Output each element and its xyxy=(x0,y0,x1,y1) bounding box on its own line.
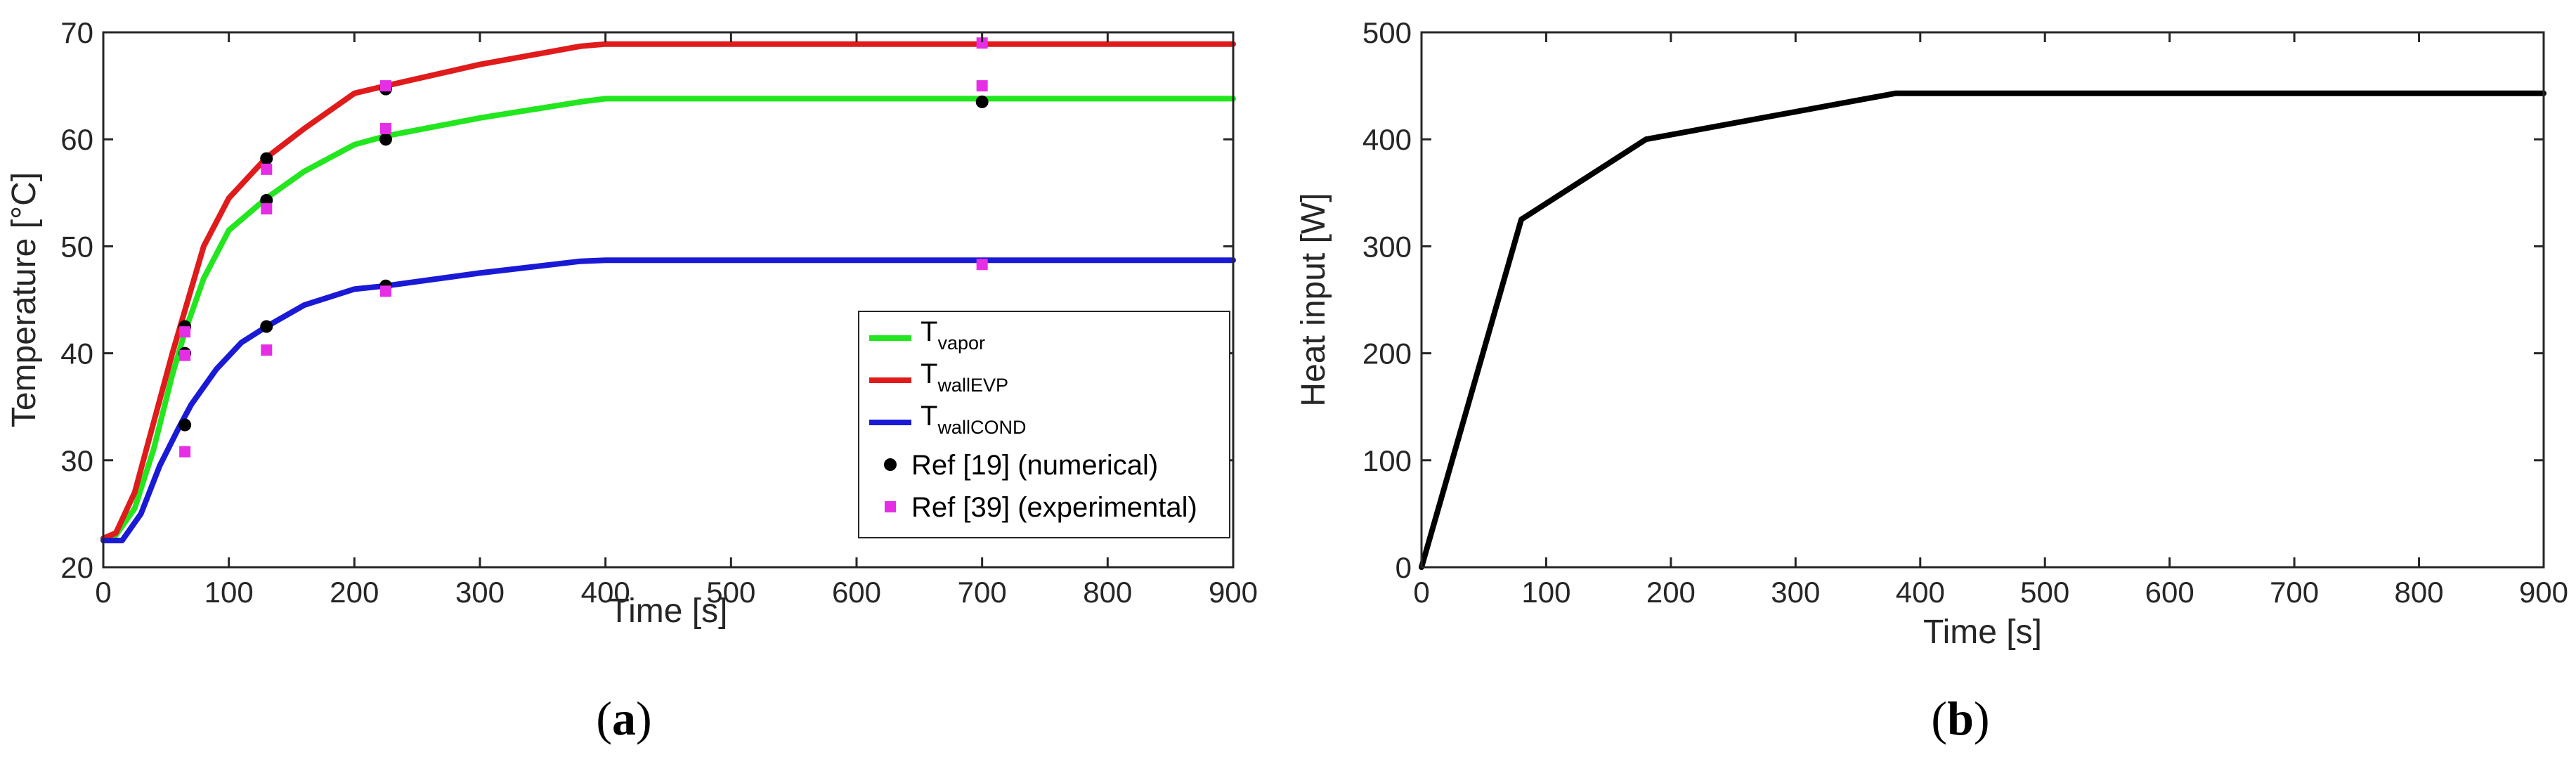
heat-input-y-tick-label: 300 xyxy=(1362,230,1412,263)
temperature-x-tick-label: 0 xyxy=(95,576,111,609)
panel-a-caption-open: ( xyxy=(596,692,612,745)
legend-entry-subscript: wallEVP xyxy=(937,375,1008,396)
panel-b-caption-close: ) xyxy=(1974,692,1990,745)
temperature-series-line-wallEVP xyxy=(100,41,1236,541)
heat-input-x-tick-label: 300 xyxy=(1771,576,1820,609)
temperature-x-tick-label: 900 xyxy=(1209,576,1258,609)
temperature-axes-frame xyxy=(102,31,1235,569)
ref39-experimental-point xyxy=(380,122,391,134)
panel-a-caption: (a) xyxy=(596,692,651,745)
heat-input-axes-frame xyxy=(1420,31,2545,569)
temperature-x-tick-label: 500 xyxy=(706,576,755,609)
ref39-experimental-point xyxy=(179,326,191,338)
legend-entry-main: T xyxy=(921,316,937,347)
panel-b-caption: (b) xyxy=(1931,692,1989,745)
heat-input-y-tick-label: 400 xyxy=(1362,123,1412,156)
legend-entry-subscript: vapor xyxy=(937,332,985,354)
heat-input-x-tick-label: 700 xyxy=(2270,576,2319,609)
heat-input-x-tick-label: 100 xyxy=(1521,576,1570,609)
heat-input-y-axis-label: Heat input [W] xyxy=(1295,193,1332,406)
ref39-experimental-point xyxy=(380,285,391,297)
heat-input-x-tick-label: 900 xyxy=(2519,576,2568,609)
temperature-chart-panel: 0 100 200 300 400 500 600 700 800 900 20 30 40 50 60 70… xyxy=(6,16,1258,745)
temperature-x-tick-label: 300 xyxy=(455,576,505,609)
legend-swatch-ref19 xyxy=(884,458,897,471)
panel-b-caption-open: ( xyxy=(1931,692,1947,745)
temperature-x-tick-label: 700 xyxy=(958,576,1007,609)
temperature-x-tick-label: 400 xyxy=(581,576,630,609)
heat-input-x-tick-label: 200 xyxy=(1646,576,1696,609)
ref39-experimental-point xyxy=(179,446,191,458)
legend-entry-wallEVP: TwallEVP xyxy=(921,358,1008,396)
ref39-experimental-point xyxy=(261,163,273,175)
panel-b-caption-letter: b xyxy=(1947,692,1974,745)
legend-entry-vapor: Tvapor xyxy=(921,316,985,354)
temperature-x-tick-label: 800 xyxy=(1083,576,1132,609)
temperature-y-tick-label: 60 xyxy=(60,123,93,156)
panel-a-caption-letter: a xyxy=(612,692,636,745)
temperature-series-line-vapor xyxy=(100,96,1236,541)
legend-entry-ref: Ref [19] (numerical) xyxy=(911,450,1158,481)
ref39-experimental-point xyxy=(976,37,988,49)
temperature-y-tick-label: 20 xyxy=(60,551,93,584)
ref19-numerical-point xyxy=(260,152,273,165)
legend-entry-main: T xyxy=(921,401,937,432)
legend-entry-ref: Ref [39] (experimental) xyxy=(911,492,1197,523)
panel-a-caption-close: ) xyxy=(636,692,652,745)
ref19-numerical-point xyxy=(260,320,273,333)
heat-input-chart-panel: 0 100 200 300 400 500 600 700 800 900 0 100 200 300 40… xyxy=(1295,16,2568,745)
heat-input-x-tick-label: 800 xyxy=(2395,576,2444,609)
temperature-x-axis-label: Time [s] xyxy=(609,593,728,630)
legend-box xyxy=(858,311,1230,538)
legend-entry-main: T xyxy=(921,358,937,389)
heat-input-x-tick-label: 0 xyxy=(1413,576,1429,609)
ref39-experimental-point xyxy=(179,349,191,361)
temperature-y-tick-label: 40 xyxy=(60,337,93,370)
temperature-x-tick-label: 600 xyxy=(832,576,881,609)
ref39-experimental-point xyxy=(261,344,273,356)
heat-input-y-tick-label: 200 xyxy=(1362,337,1412,370)
legend-swatch-ref39 xyxy=(885,501,896,512)
heat-input-x-axis-label: Time [s] xyxy=(1923,614,2042,651)
ref39-experimental-point xyxy=(976,80,988,92)
ref39-experimental-point xyxy=(976,259,988,271)
temperature-x-tick-label: 200 xyxy=(330,576,379,609)
heat-input-series-line-0 xyxy=(1419,90,2546,570)
ref19-numerical-point xyxy=(379,133,392,146)
heat-input-y-tick-label: 500 xyxy=(1362,16,1412,49)
ref19-numerical-point xyxy=(975,95,989,108)
temperature-series-line-wallCOND xyxy=(100,257,1236,543)
legend-entry-subscript: wallCOND xyxy=(937,417,1026,438)
heat-input-x-tick-label: 600 xyxy=(2145,576,2194,609)
heat-input-y-tick-label: 0 xyxy=(1396,551,1412,584)
temperature-x-tick-label: 100 xyxy=(204,576,254,609)
ref39-experimental-point xyxy=(380,80,391,92)
ref19-numerical-point xyxy=(178,418,192,432)
ref39-experimental-point xyxy=(261,203,273,215)
temperature-y-tick-label: 30 xyxy=(60,444,93,477)
heat-input-y-tick-label: 100 xyxy=(1362,444,1412,477)
temperature-y-axis-label: Temperature [°C] xyxy=(6,172,43,427)
heat-input-x-tick-label: 500 xyxy=(2020,576,2069,609)
temperature-y-tick-label: 70 xyxy=(60,16,93,49)
heat-input-x-tick-label: 400 xyxy=(1896,576,1945,609)
temperature-y-tick-label: 50 xyxy=(60,230,93,263)
legend-entry-wallCOND: TwallCOND xyxy=(921,401,1026,438)
